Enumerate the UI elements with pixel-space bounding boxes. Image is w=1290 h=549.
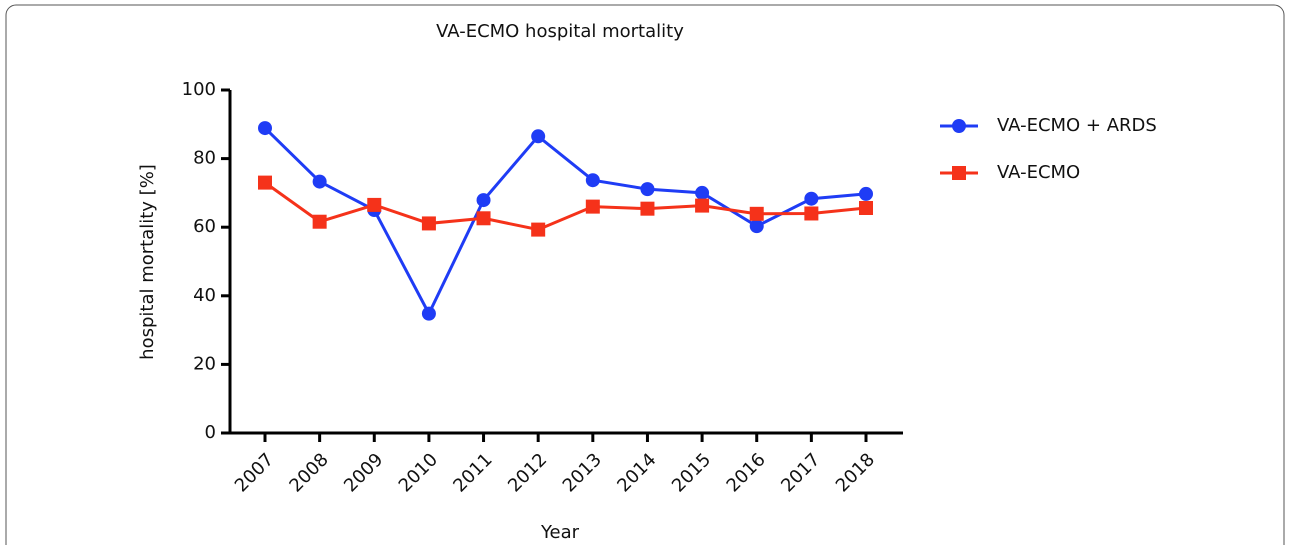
x-tick-label: 2018 (832, 449, 879, 496)
point (531, 222, 546, 237)
x-tick-label: 2017 (777, 449, 824, 496)
legend-marker (952, 119, 966, 133)
x-tick-label: 2014 (613, 449, 660, 496)
point (421, 306, 436, 321)
point (258, 121, 272, 136)
y-tick-label: 0 (205, 422, 216, 443)
point (258, 175, 272, 190)
legend-marker (952, 166, 966, 180)
x-tick-label: 2008 (285, 449, 332, 496)
x-tick-label: 2007 (231, 449, 278, 496)
x-tick-label: 2015 (668, 449, 715, 496)
series-line (263, 127, 867, 317)
point (531, 129, 546, 144)
chart-title: VA-ECMO hospital mortality (436, 21, 684, 42)
x-tick-label: 2009 (340, 449, 387, 496)
y-axis-label: hospital mortality [%] (137, 164, 158, 360)
point (859, 186, 873, 201)
x-tick-label: 2010 (395, 449, 442, 496)
point (804, 191, 819, 206)
y-tick-label: 20 (193, 353, 216, 374)
point (749, 219, 764, 234)
x-tick-label: 2013 (559, 449, 606, 496)
point (640, 182, 655, 197)
legend-label: VA-ECMO + ARDS (997, 115, 1157, 136)
y-tick-label: 40 (193, 285, 216, 306)
point (312, 214, 327, 229)
point (640, 201, 655, 216)
point (476, 211, 491, 226)
x-axis-label: Year (540, 522, 580, 543)
x-tick-label: 2012 (504, 449, 551, 496)
point (585, 173, 600, 188)
point (476, 193, 491, 208)
point (312, 174, 327, 189)
point (585, 199, 600, 214)
series-line (264, 181, 867, 232)
point (859, 200, 873, 215)
y-tick-label: 60 (193, 216, 216, 237)
legend-label: VA-ECMO (997, 162, 1080, 183)
point (749, 206, 764, 221)
frame (5, 4, 1285, 549)
x-tick-label: 2011 (449, 449, 496, 496)
x-tick-label: 2016 (723, 449, 770, 496)
point (695, 198, 710, 213)
y-tick-label: 100 (182, 79, 216, 100)
point (695, 185, 710, 200)
point (804, 206, 819, 221)
point (421, 216, 436, 231)
y-tick-label: 80 (193, 148, 216, 169)
point (367, 197, 382, 212)
